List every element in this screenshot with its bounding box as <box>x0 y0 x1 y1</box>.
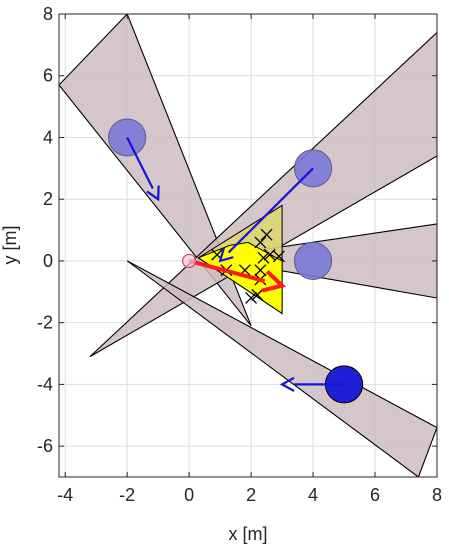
x-tick-label: -2 <box>119 485 135 505</box>
candidate-velocity-markers <box>211 228 285 304</box>
candidate-velocity-marker <box>254 264 267 277</box>
y-tick-label: -4 <box>37 374 53 394</box>
candidate-velocity-marker <box>245 292 258 304</box>
x-tick-label: 2 <box>246 485 256 505</box>
agent-velocity-arrow-head <box>146 185 160 202</box>
y-tick-label: 8 <box>43 4 53 24</box>
candidate-velocity-marker <box>260 228 273 241</box>
y-axis-label: y [m] <box>0 226 20 265</box>
velocity-obstacle-cone <box>126 260 437 477</box>
robot <box>182 253 197 269</box>
x-tick-label: 6 <box>370 485 380 505</box>
candidate-velocity-marker <box>251 288 264 301</box>
velocity-cones <box>59 14 437 477</box>
agent-velocity-arrow-head <box>279 376 295 392</box>
velocity-arrows <box>126 136 345 392</box>
robot-velocity-arrow-shaft <box>188 259 266 283</box>
x-axis-label: x [m] <box>229 524 268 544</box>
plot-frame <box>58 13 438 478</box>
y-tick-label: 4 <box>43 127 53 147</box>
candidate-velocity-marker <box>273 250 285 263</box>
velocity-obstacle-cone <box>59 14 252 327</box>
agent-velocity-arrow-head <box>218 247 234 263</box>
y-tick-label: 6 <box>43 66 53 86</box>
y-tick-label: -2 <box>37 313 53 333</box>
agent-velocity-arrow-shaft <box>227 167 314 254</box>
x-tick-label: 0 <box>184 485 194 505</box>
y-tick-label: -6 <box>37 436 53 456</box>
candidate-velocity-marker <box>254 236 267 249</box>
x-tick-label: -4 <box>57 485 73 505</box>
y-axis-ticks: -6 -4 -2 0 2 4 6 8 <box>37 4 437 456</box>
robot-velocity-arrow-head <box>261 269 287 293</box>
x-axis-ticks: -4 -2 0 2 4 6 8 <box>57 14 442 505</box>
robot-body <box>182 253 197 269</box>
candidate-velocity-marker <box>257 251 270 264</box>
agent-velocity-arrow-shaft <box>126 136 154 189</box>
x-tick-label: 8 <box>432 485 442 505</box>
y-tick-label: 0 <box>43 251 53 271</box>
x-tick-label: 4 <box>308 485 318 505</box>
y-tick-label: 2 <box>43 189 53 209</box>
obstacle-agent-predicted <box>108 118 147 157</box>
obstacle-agent-predicted <box>293 241 333 280</box>
